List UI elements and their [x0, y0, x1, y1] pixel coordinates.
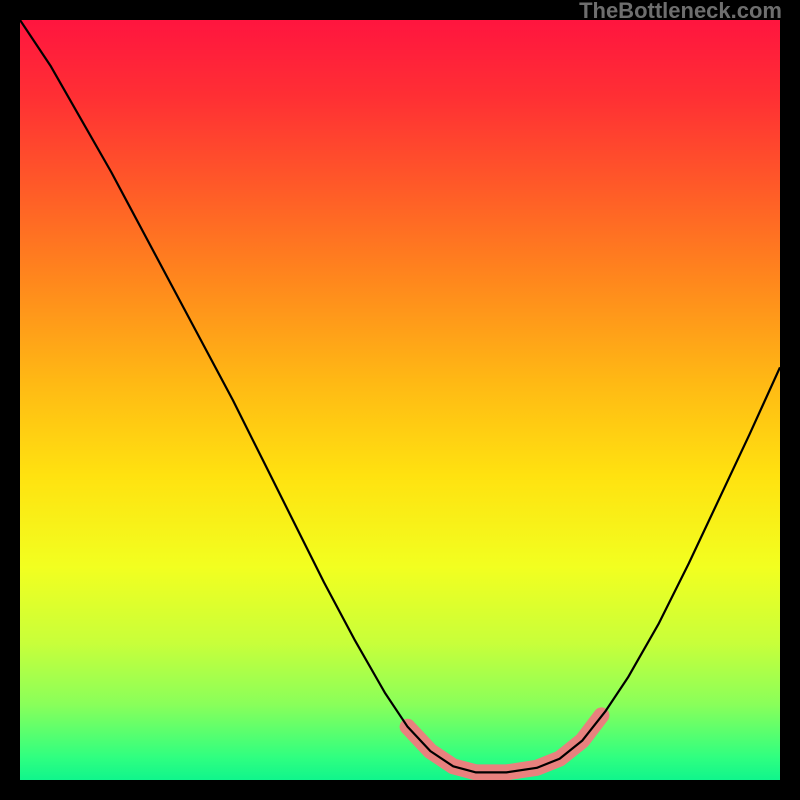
- bottleneck-curve: [20, 20, 780, 772]
- watermark-text: TheBottleneck.com: [579, 0, 782, 24]
- curve-layer: [20, 20, 780, 780]
- chart-frame: TheBottleneck.com: [0, 0, 800, 800]
- plot-area: [20, 20, 780, 780]
- bottleneck-highlight: [408, 715, 602, 772]
